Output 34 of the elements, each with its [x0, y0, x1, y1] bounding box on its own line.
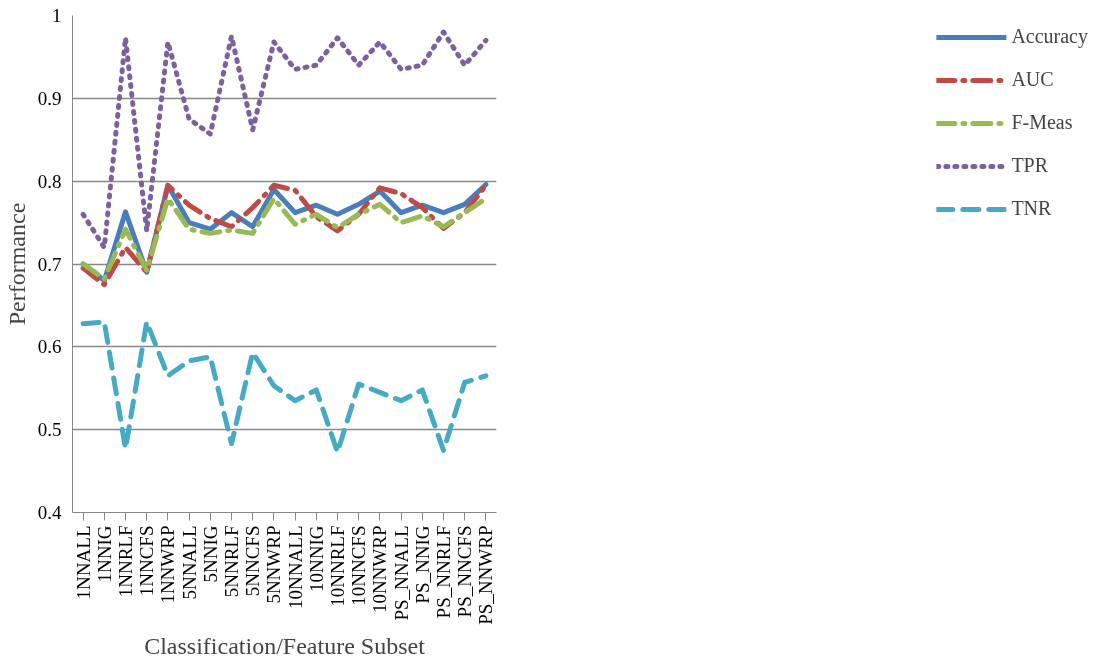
- x-tick-label: 5NNCFS: [242, 525, 264, 597]
- x-tick-label: PS_NNRLF: [433, 525, 454, 619]
- y-tick-label: 0.7: [37, 253, 62, 275]
- x-tick-label: 10NNWRP: [369, 525, 391, 614]
- x-tick-label: PS_NNCFS: [454, 525, 476, 618]
- y-tick-label: 0.8: [37, 170, 62, 192]
- x-tick-label: 1NNCFS: [136, 525, 158, 597]
- x-axis-title: Classification/Feature Subset: [144, 632, 426, 659]
- legend-label: TPR: [1011, 154, 1049, 177]
- x-tick-label: 10NNRLF: [327, 525, 348, 607]
- x-tick-label: PS_NNALL: [390, 525, 412, 621]
- x-tick-label: 5NNALL: [178, 525, 200, 600]
- x-tick-label: 1NNIG: [93, 525, 115, 583]
- legend-label: AUC: [1011, 68, 1054, 91]
- x-tick-label: 5NNRLF: [221, 525, 242, 598]
- legend-label: TNR: [1011, 197, 1052, 220]
- x-tick-label: 10NNIG: [305, 525, 327, 592]
- y-tick-label: 1: [52, 5, 62, 26]
- legend-label: Accuracy: [1011, 25, 1088, 48]
- x-tick-label: PS_NNWRP: [475, 525, 497, 625]
- y-tick-label: 0.9: [37, 87, 62, 109]
- y-axis-title: Performance: [3, 202, 30, 326]
- x-tick-label: 10NNALL: [284, 525, 306, 609]
- x-tick-label: 10NNCFS: [348, 525, 370, 606]
- x-tick-label: 5NNIG: [199, 525, 221, 583]
- x-tick-label: 1NNALL: [72, 525, 94, 600]
- legend-label: F-Meas: [1011, 111, 1073, 134]
- y-tick-label: 0.6: [37, 336, 62, 358]
- x-tick-label: 1NNWRP: [157, 525, 179, 604]
- x-tick-label: PS_NNIG: [411, 525, 433, 604]
- y-tick-label: 0.5: [37, 419, 62, 441]
- x-tick-label: 5NNWRP: [263, 525, 285, 604]
- y-tick-label: 0.4: [37, 502, 62, 523]
- x-tick-label: 1NNRLF: [115, 525, 136, 598]
